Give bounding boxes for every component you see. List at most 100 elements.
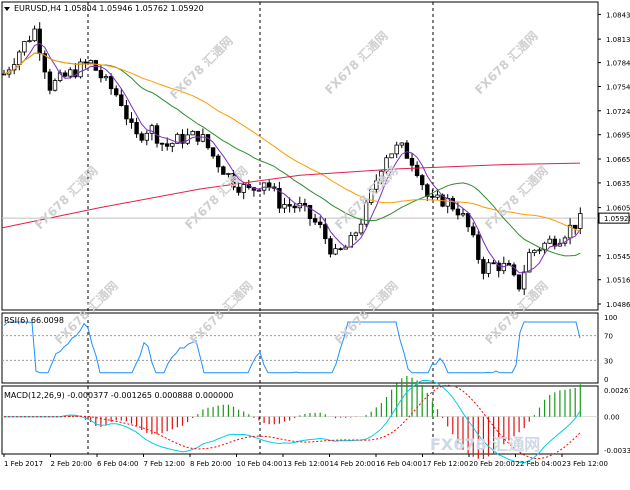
candle-body xyxy=(256,189,262,192)
watermark-text: FX678 汇通网 xyxy=(482,163,551,232)
candle-body xyxy=(496,262,501,272)
rsi-line xyxy=(3,321,581,374)
candle-body xyxy=(282,204,287,209)
time-axis-label: 8 Feb 20:00 xyxy=(190,460,231,468)
candle-body xyxy=(409,157,415,166)
candle-body xyxy=(414,164,420,176)
time-axis-label: 20 Feb 20:00 xyxy=(469,460,515,468)
price-axis-label: 1.06950 xyxy=(606,132,630,140)
time-axis-label: 23 Feb 12:00 xyxy=(562,460,608,468)
time-axis-label: 2 Feb 20:00 xyxy=(51,460,92,468)
ma-long-line xyxy=(1,162,581,229)
watermark-text: FX678 汇通网 xyxy=(167,33,236,102)
candle-body xyxy=(419,175,425,186)
candle-body xyxy=(307,205,313,220)
candle-body xyxy=(450,198,455,210)
macd-pane-frame xyxy=(1,385,599,455)
candle-body xyxy=(516,274,522,290)
candle-body xyxy=(119,94,124,106)
rsi-axis-label: 0 xyxy=(604,376,608,384)
candle-body xyxy=(149,125,155,134)
candle-body xyxy=(17,51,22,65)
collapse-triangle-icon[interactable] xyxy=(4,7,10,11)
candle-body xyxy=(215,155,221,168)
candle-body xyxy=(261,182,267,191)
price-axis-label: 1.06650 xyxy=(606,156,630,164)
price-axis-label: 1.06355 xyxy=(606,180,630,188)
watermark-text: FX678 汇通网 xyxy=(472,28,541,97)
candle-body xyxy=(210,147,216,157)
candle-body xyxy=(190,130,195,136)
candle-body xyxy=(221,166,226,175)
rsi-pane-frame xyxy=(1,312,599,384)
candle-body xyxy=(522,271,527,290)
candle-body xyxy=(353,232,359,237)
candle-body xyxy=(317,221,323,225)
macd-line xyxy=(4,380,581,464)
macd-axis-label: 0.002672 xyxy=(604,387,630,395)
candle-body xyxy=(481,259,486,274)
time-axis-label: 10 Feb 04:00 xyxy=(237,460,283,468)
price-axis-label: 1.08130 xyxy=(606,36,630,44)
candle-body xyxy=(537,249,542,252)
candle-body xyxy=(486,262,491,274)
main-pane-frame xyxy=(1,1,599,311)
rsi-axis-label: 100 xyxy=(604,314,617,322)
candle-body xyxy=(37,28,42,55)
candle-body xyxy=(32,28,37,42)
candle-body xyxy=(323,224,328,240)
price-axis-label: 1.05160 xyxy=(606,277,630,285)
candle-body xyxy=(379,170,384,182)
time-axis-label: 22 Feb 04:00 xyxy=(516,460,562,468)
candle-body xyxy=(180,133,185,144)
candle-body xyxy=(134,122,139,135)
price-axis-label: 1.06050 xyxy=(606,205,630,213)
chart-symbol-header: EURUSD,H4 1.05804 1.05946 1.05762 1.0592… xyxy=(4,4,204,13)
watermark-text: FX678 汇通网 xyxy=(322,28,391,97)
candle-body xyxy=(399,142,404,146)
candle-body xyxy=(68,69,73,77)
candle-body xyxy=(527,252,532,273)
candle-body xyxy=(170,142,175,147)
candle-body xyxy=(63,72,68,77)
candle-body xyxy=(292,205,297,209)
candle-body xyxy=(195,130,200,142)
candle-body xyxy=(368,188,374,203)
candle-body xyxy=(425,184,430,197)
candle-body xyxy=(338,248,343,251)
candle-body xyxy=(328,238,333,255)
current-price-box xyxy=(598,212,630,224)
candle-body xyxy=(394,144,399,155)
watermark-text: FX678 汇通网 xyxy=(32,163,101,232)
candle-body xyxy=(435,194,440,198)
ma-fast-line xyxy=(3,42,581,274)
candle-body xyxy=(226,173,231,175)
candle-body xyxy=(333,248,338,255)
symbol-ohlc-text: EURUSD,H4 1.05804 1.05946 1.05762 1.0592… xyxy=(14,4,204,13)
candle-body xyxy=(384,157,389,172)
candle-body xyxy=(42,53,47,73)
candle-body xyxy=(114,88,119,96)
price-axis-label: 1.07245 xyxy=(606,108,630,116)
price-axis-label: 1.08435 xyxy=(606,11,630,19)
candle-body xyxy=(578,213,583,229)
macd-axis-label: -0.003336 xyxy=(604,447,630,455)
candle-body xyxy=(236,186,241,193)
candle-body xyxy=(470,226,476,236)
candle-body xyxy=(455,208,461,216)
candle-body xyxy=(476,234,481,260)
price-axis-label: 1.04860 xyxy=(606,301,630,309)
macd-axis-label: 0.00 xyxy=(604,414,620,422)
watermark-text: FX678 汇通网 xyxy=(182,163,251,232)
candle-body xyxy=(154,125,160,144)
time-axis-label: 1 Feb 2017 xyxy=(4,460,43,468)
candle-body xyxy=(266,182,272,188)
macd-histogram-group xyxy=(64,375,581,459)
candle-body xyxy=(27,40,32,43)
candle-body xyxy=(129,118,134,123)
candle-body xyxy=(287,204,292,207)
price-axis-label: 1.07545 xyxy=(606,84,630,92)
candle-body xyxy=(98,69,104,79)
time-axis-label: 13 Feb 12:00 xyxy=(283,460,329,468)
